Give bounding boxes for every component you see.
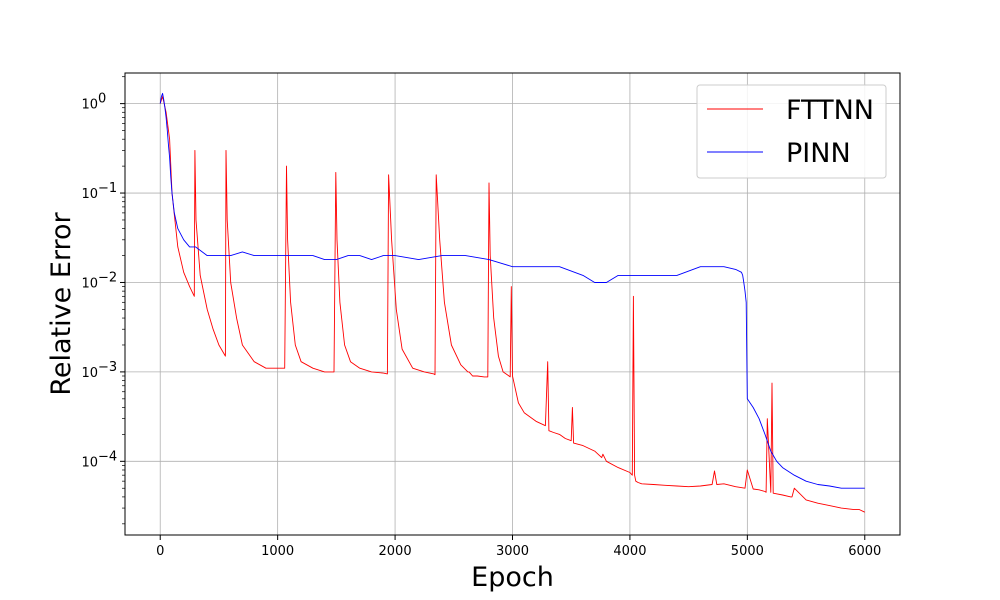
series-line-pinn — [159, 92, 865, 489]
legend-label-pinn: PINN — [786, 138, 851, 169]
y-axis-title: Relative Error — [46, 211, 77, 395]
x-axis-title: Epoch — [471, 562, 554, 593]
legend-label-fttnn: FTTNN — [786, 95, 874, 126]
y-tick-label: 10 — [81, 276, 98, 291]
legend: FTTNN PINN — [696, 84, 887, 179]
x-tick-label: 0 — [156, 544, 164, 559]
y-tick-label: 10 — [81, 455, 98, 470]
x-tick-label: 3000 — [496, 544, 529, 559]
y-tick-label: 10 — [81, 187, 98, 202]
x-tick-label: 2000 — [379, 544, 412, 559]
x-tick-label: 5000 — [731, 544, 764, 559]
series-line-fttnn — [159, 96, 865, 513]
x-tick-label: 6000 — [848, 544, 881, 559]
x-tick-label: 1000 — [261, 544, 294, 559]
x-tick-label: 4000 — [613, 544, 646, 559]
legend-box — [696, 84, 887, 179]
y-tick-label: 10 — [81, 98, 98, 113]
y-tick-label: 10 — [81, 366, 98, 381]
y-tick-exponent: −3 — [98, 360, 117, 375]
y-tick-exponent: −4 — [98, 449, 117, 464]
y-tick-exponent: −1 — [98, 181, 117, 196]
series-layer — [159, 92, 865, 513]
y-tick-exponent: 0 — [98, 92, 106, 107]
y-tick-exponent: −2 — [98, 270, 117, 285]
